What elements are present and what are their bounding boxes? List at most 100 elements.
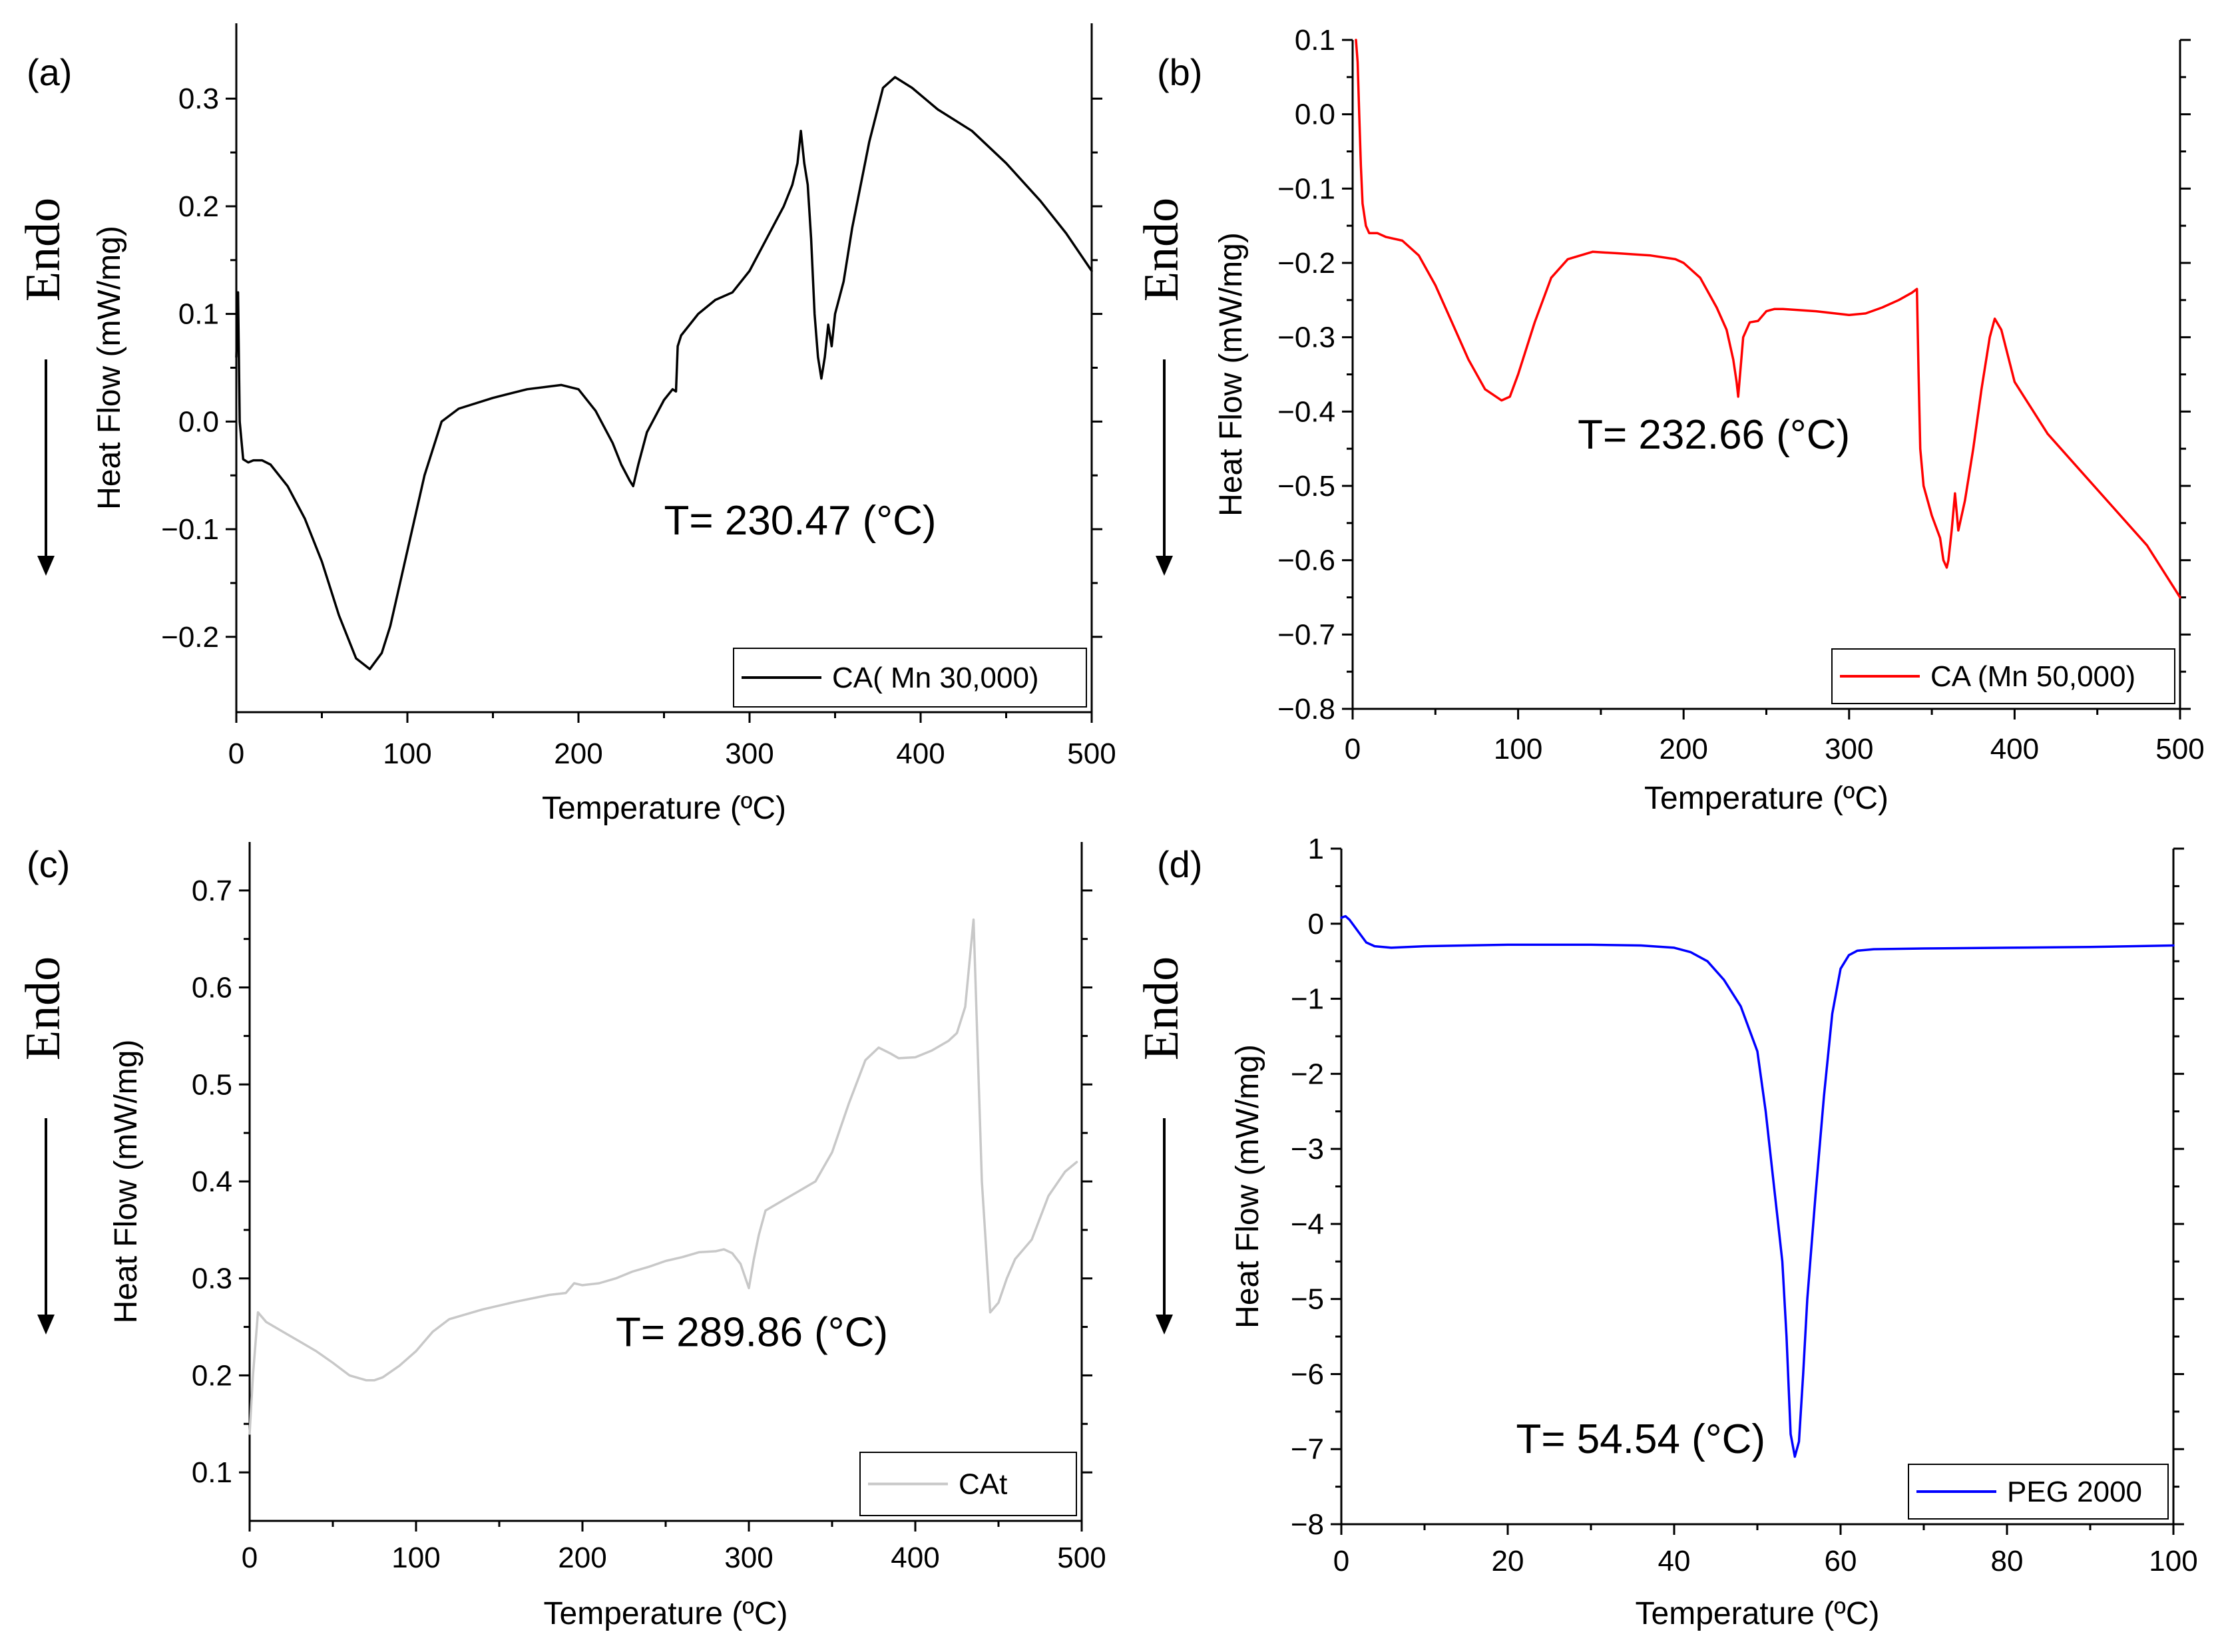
x-tick-label: 400 — [896, 737, 945, 770]
x-axis-title: Temperature (ºC) — [544, 1596, 788, 1631]
y-tick-label: −6 — [1291, 1358, 1324, 1390]
peak-annotation: T= 230.47 (°C) — [664, 498, 937, 544]
x-tick-label: 100 — [391, 1542, 440, 1574]
y-tick-label: −7 — [1291, 1433, 1324, 1466]
y-tick-label: 0.2 — [178, 190, 219, 223]
peak-annotation: T= 289.86 (°C) — [616, 1310, 888, 1356]
endo-label: Endo — [1134, 956, 1189, 1060]
chart-panel-b: 0 100 200 300 400 500 −0.8 −0.7 −0.6 −0.5 −0.4 −0.3… — [1134, 24, 2205, 816]
legend-label: CA (Mn 50,000) — [1930, 660, 2135, 693]
chart-panel-d: 0 20 40 60 80 100 −8 −7 −6 −5 −4 −3 −2 −1 0 1 Temperatur… — [1134, 833, 2198, 1631]
x-tick-label: 300 — [724, 1542, 773, 1574]
endo-indicator: Endo — [16, 956, 71, 1335]
x-tick-label: 400 — [1990, 733, 2039, 765]
y-axis-title: Heat Flow (mW/mg) — [1214, 232, 1249, 516]
y-tick-label: −0.2 — [1277, 247, 1335, 280]
y-tick-label: −0.5 — [1277, 470, 1335, 503]
y-tick-label: −0.3 — [1277, 321, 1335, 354]
x-tick-label: 0 — [1345, 733, 1361, 765]
panel-label: (b) — [1157, 51, 1202, 93]
legend-label: CA( Mn 30,000) — [832, 662, 1039, 694]
x-tick-label: 200 — [558, 1542, 606, 1574]
panel-label: (d) — [1157, 843, 1202, 885]
y-tick-label: 0.0 — [1295, 99, 1335, 131]
x-tick-label: 500 — [2155, 733, 2204, 765]
y-tick-label: −2 — [1291, 1058, 1324, 1090]
y-tick-label: 0.6 — [192, 972, 232, 1004]
y-tick-label: −1 — [1291, 983, 1324, 1016]
y-tick-label: 0.0 — [178, 405, 219, 438]
x-tick-label: 300 — [1825, 733, 1873, 765]
y-tick-label: −5 — [1291, 1283, 1324, 1316]
endo-arrow-head — [1156, 1315, 1173, 1335]
endo-label: Endo — [16, 198, 71, 302]
legend: CA (Mn 50,000) — [1831, 648, 2175, 704]
endo-arrow-head — [1156, 556, 1173, 576]
x-axis-title: Temperature (ºC) — [542, 791, 786, 826]
y-tick-label: −0.8 — [1277, 693, 1335, 725]
y-axis-title: Heat Flow (mW/mg) — [109, 1040, 144, 1324]
x-tick-label: 0 — [228, 737, 244, 770]
y-axis-title: Heat Flow (mW/mg) — [92, 226, 127, 510]
series-line — [235, 76, 1093, 671]
chart-panel-c: 0 100 200 300 400 500 0.1 0.2 0.3 0.4 0.5 0.6 0.7 Tem… — [16, 842, 1106, 1631]
panel-label: (a) — [27, 51, 72, 93]
x-tick-label: 0 — [1333, 1545, 1349, 1577]
legend: CAt — [859, 1452, 1077, 1516]
y-tick-label: −3 — [1291, 1133, 1324, 1165]
chart-panel-a: 0 100 200 300 400 500 −0.2 −0.1 0.0 0.1 0.2 0.3 Temp… — [16, 23, 1116, 826]
y-axis-title: Heat Flow (mW/mg) — [1230, 1044, 1265, 1329]
y-tick-label: 0.5 — [192, 1068, 232, 1101]
x-tick-label: 80 — [1991, 1545, 2024, 1577]
y-tick-label: 0.2 — [192, 1359, 232, 1392]
endo-arrow-head — [37, 556, 55, 576]
x-tick-label: 100 — [2149, 1545, 2197, 1577]
endo-indicator: Endo — [16, 198, 71, 576]
y-tick-label: −0.6 — [1277, 544, 1335, 577]
x-axis-title: Temperature (ºC) — [1644, 781, 1889, 816]
y-tick-label: 0.3 — [178, 83, 219, 115]
x-tick-label: 500 — [1067, 737, 1116, 770]
endo-arrow-head — [37, 1315, 55, 1335]
x-tick-label: 100 — [383, 737, 431, 770]
y-tick-label: −0.1 — [161, 513, 219, 546]
x-tick-label: 400 — [891, 1542, 939, 1574]
panel-label: (c) — [27, 843, 70, 885]
x-tick-label: 40 — [1658, 1545, 1691, 1577]
x-tick-label: 60 — [1825, 1545, 1857, 1577]
y-tick-label: 0.1 — [1295, 24, 1335, 57]
x-tick-label: 300 — [725, 737, 774, 770]
y-tick-label: 0.1 — [192, 1456, 232, 1489]
series-line — [248, 918, 1078, 1435]
y-tick-label: 1 — [1308, 833, 1324, 865]
series-line — [1355, 39, 2181, 599]
y-tick-label: −0.1 — [1277, 172, 1335, 205]
peak-annotation: T= 232.66 (°C) — [1578, 412, 1850, 458]
legend: CA( Mn 30,000) — [733, 648, 1087, 708]
y-tick-label: −0.2 — [161, 621, 219, 654]
x-tick-label: 20 — [1492, 1545, 1524, 1577]
y-tick-label: −0.4 — [1277, 395, 1335, 428]
endo-indicator: Endo — [1134, 956, 1189, 1335]
endo-label: Endo — [1134, 198, 1189, 302]
endo-label: Endo — [16, 956, 71, 1060]
y-tick-label: −0.7 — [1277, 618, 1335, 651]
legend-label: CAt — [959, 1468, 1007, 1501]
x-axis-title: Temperature (ºC) — [1636, 1596, 1880, 1631]
y-tick-label: −8 — [1291, 1508, 1324, 1541]
y-tick-label: −4 — [1291, 1208, 1324, 1241]
peak-annotation: T= 54.54 (°C) — [1516, 1416, 1766, 1462]
legend-label: PEG 2000 — [2007, 1476, 2142, 1508]
x-tick-label: 500 — [1057, 1542, 1106, 1574]
y-tick-label: 0.4 — [192, 1165, 232, 1198]
y-tick-label: 0 — [1308, 908, 1324, 940]
y-tick-label: 0.3 — [192, 1263, 232, 1295]
endo-indicator: Endo — [1134, 198, 1189, 576]
y-tick-label: 0.1 — [178, 298, 219, 331]
x-tick-label: 0 — [242, 1542, 258, 1574]
x-tick-label: 200 — [1659, 733, 1707, 765]
series-line — [1340, 915, 2175, 1458]
legend: PEG 2000 — [1908, 1464, 2169, 1520]
x-tick-label: 200 — [554, 737, 602, 770]
